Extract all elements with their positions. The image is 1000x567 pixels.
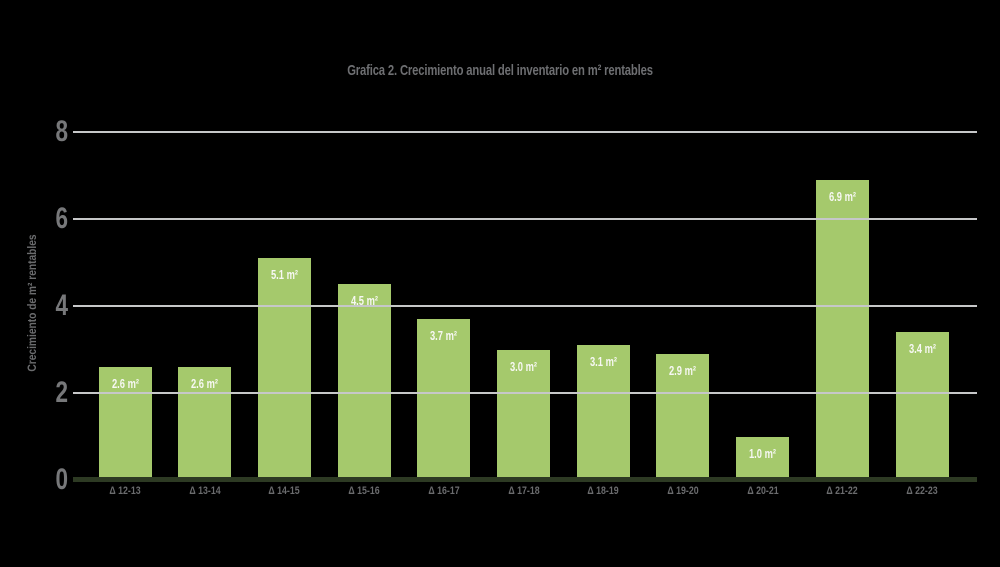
x-tick-label: Δ 12-13: [109, 485, 141, 497]
gridline: [73, 131, 977, 133]
x-tick-label: Δ 13-14: [189, 485, 221, 497]
bar: 2.9 m²: [656, 353, 710, 480]
bar: 5.1 m²: [257, 258, 311, 480]
y-tick-label: 4: [55, 289, 68, 322]
x-tick-label: Δ 21-22: [826, 485, 858, 497]
bar-value-label: 1.0 m²: [749, 445, 777, 461]
chart-title: Grafica 2. Crecimiento anual del inventa…: [347, 62, 653, 79]
bar: 2.6 m²: [178, 366, 232, 480]
x-tick-label: Δ 14-15: [268, 485, 301, 497]
y-tick-label: 2: [55, 376, 68, 409]
gridline: [73, 218, 977, 220]
bar: 3.4 m²: [895, 332, 949, 480]
x-tick-label: Δ 15-16: [348, 485, 380, 497]
bar-value-label: 3.0 m²: [509, 358, 538, 374]
x-tick-label: Δ 19-20: [667, 485, 699, 497]
bar: 4.5 m²: [337, 284, 391, 480]
gridline: [73, 305, 977, 307]
bar: 3.0 m²: [497, 349, 550, 480]
bar: 6.9 m²: [815, 179, 869, 480]
x-tick-label: Δ 20-21: [746, 485, 779, 497]
bar-value-label: 3.1 m²: [589, 354, 617, 370]
bar-value-label: 2.6 m²: [111, 375, 139, 391]
x-tick-label: Δ 16-17: [428, 485, 460, 497]
bar: 3.1 m²: [576, 345, 630, 480]
bar-value-label: 4.5 m²: [350, 293, 378, 309]
x-tick-label: Δ 18-19: [587, 485, 619, 497]
bar: 3.7 m²: [417, 319, 471, 480]
bar-value-label: 6.9 m²: [828, 188, 856, 204]
y-tick-label: 0: [55, 463, 68, 496]
bar-value-label: 2.9 m²: [669, 362, 697, 378]
bar: 1.0 m²: [736, 436, 790, 480]
bar: 2.6 m²: [98, 366, 152, 480]
y-tick-label: 8: [55, 115, 68, 148]
bar-value-label: 2.6 m²: [191, 375, 219, 391]
bar-value-label: 3.7 m²: [430, 328, 458, 344]
x-tick-label: Δ 17-18: [507, 485, 540, 497]
bar-value-label: 5.1 m²: [270, 267, 298, 283]
y-tick-label: 6: [55, 202, 68, 235]
x-axis-baseline: [73, 477, 977, 482]
bar-value-label: 3.4 m²: [908, 341, 936, 357]
x-tick-label: Δ 22-23: [906, 485, 938, 497]
gridline: [73, 392, 977, 394]
